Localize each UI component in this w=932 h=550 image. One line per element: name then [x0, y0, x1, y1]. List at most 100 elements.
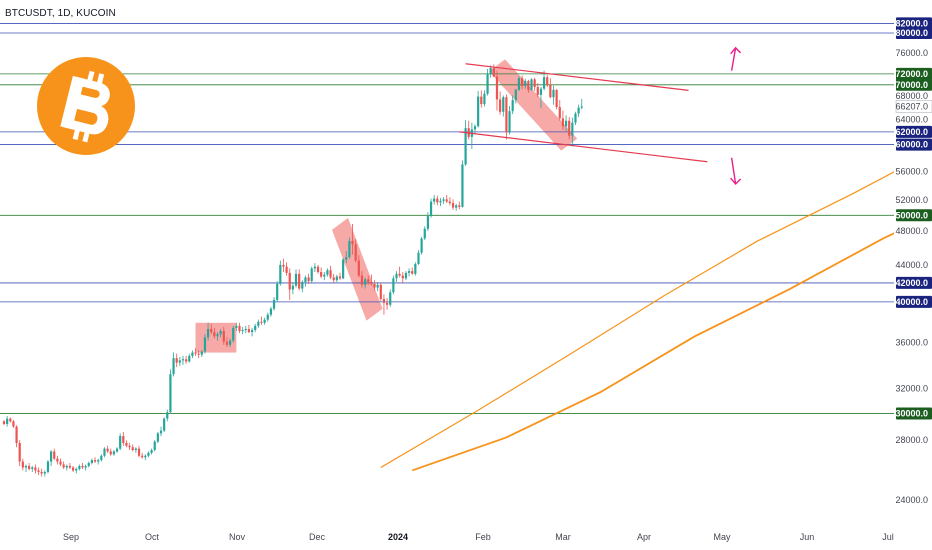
candle-body	[329, 270, 332, 278]
time-tick-label: Mar	[555, 532, 571, 542]
candle-body	[423, 228, 426, 239]
candle	[577, 104, 580, 118]
candle	[200, 350, 203, 357]
candle-body	[112, 451, 115, 455]
time-tick-label: Oct	[145, 532, 160, 542]
candle-body	[203, 337, 207, 352]
candle-body	[401, 275, 404, 279]
candle	[448, 197, 451, 206]
candle	[414, 262, 417, 276]
candle-body	[137, 448, 141, 456]
candle-body	[313, 266, 316, 269]
candle-body	[348, 240, 351, 258]
candle-body	[376, 284, 379, 288]
candle	[555, 89, 558, 110]
candle	[210, 323, 213, 335]
candle	[71, 465, 75, 472]
candle-body	[153, 441, 156, 451]
candle-body	[266, 314, 269, 320]
level-badge-label: 70000.0	[895, 80, 928, 90]
candle-body	[480, 96, 483, 105]
candle-body	[43, 471, 46, 474]
candle	[451, 199, 455, 210]
breakout-arrows	[730, 46, 742, 186]
candle	[219, 328, 222, 338]
candle	[12, 419, 15, 428]
candle	[56, 455, 59, 465]
candle-body	[511, 100, 514, 112]
candle-body	[81, 465, 84, 468]
candle-body	[539, 88, 543, 95]
correction-zone	[488, 59, 578, 151]
candle-body	[244, 328, 247, 331]
candle	[348, 237, 351, 259]
candle-body	[370, 282, 373, 284]
candle	[185, 355, 188, 364]
candle-body	[40, 471, 43, 474]
candle	[502, 95, 505, 117]
level-badge-label: 40000.0	[895, 297, 928, 307]
candle-body	[477, 96, 480, 127]
candle	[568, 117, 571, 140]
bitcoin-b-glyph	[60, 70, 110, 143]
candle-body	[166, 412, 169, 419]
candle	[360, 271, 364, 288]
candle	[564, 115, 568, 132]
candle-body	[517, 78, 521, 90]
candle	[216, 332, 219, 341]
candle-body	[564, 120, 568, 127]
upper-parabola-curve	[380, 151, 932, 468]
candle-body	[433, 198, 436, 202]
candle	[364, 277, 367, 289]
candle	[426, 212, 429, 232]
price-tick-label: 56000.0	[895, 166, 928, 176]
time-tick-label: Sep	[63, 532, 79, 542]
candle-body	[125, 442, 128, 446]
candle-body	[389, 292, 392, 305]
time-tick-label: Apr	[637, 532, 651, 542]
candle-body	[395, 273, 398, 279]
level-badge-label: 50000.0	[895, 210, 928, 220]
current-price-badge	[895, 100, 932, 113]
candle	[28, 463, 31, 471]
candle	[269, 306, 272, 317]
candle-body	[191, 352, 194, 356]
candle-body	[429, 201, 433, 217]
candle	[458, 201, 461, 210]
candle-body	[385, 302, 389, 305]
candle	[141, 452, 144, 459]
candle-body	[213, 332, 216, 337]
candle-body	[75, 468, 78, 471]
candle-body	[436, 198, 439, 203]
candle-body	[247, 328, 251, 333]
candle	[100, 454, 103, 462]
candle	[34, 464, 37, 474]
candle-body	[97, 460, 100, 462]
time-axis[interactable]: Sep Oct Nov Dec 2024 Feb Mar Apr May Jun Jul	[63, 532, 894, 542]
arrow-up-icon	[730, 46, 742, 71]
candle	[87, 461, 90, 468]
candle	[250, 327, 254, 337]
candle	[93, 457, 97, 464]
candle	[272, 297, 276, 311]
price-tick-label: 24000.0	[895, 495, 928, 505]
level-badge-label: 42000.0	[895, 278, 928, 288]
candle-body	[78, 465, 81, 469]
candle-body	[93, 460, 97, 462]
candle	[357, 255, 360, 278]
candle-body	[59, 461, 62, 465]
price-axis[interactable]: 24000.0 28000.0 32000.0 36000.0 44000.0 48000…	[894, 0, 932, 550]
candle-body	[181, 359, 185, 361]
candle	[514, 88, 517, 104]
candle	[417, 250, 420, 265]
candle-series	[2, 64, 583, 477]
candle	[354, 239, 357, 263]
candle-body	[580, 106, 583, 108]
level-badge-label: 72000.0	[895, 69, 928, 79]
candle-body	[53, 451, 56, 459]
candle-body	[414, 264, 417, 274]
candle-body	[62, 464, 65, 468]
candle-body	[398, 273, 401, 276]
candle	[97, 458, 100, 465]
